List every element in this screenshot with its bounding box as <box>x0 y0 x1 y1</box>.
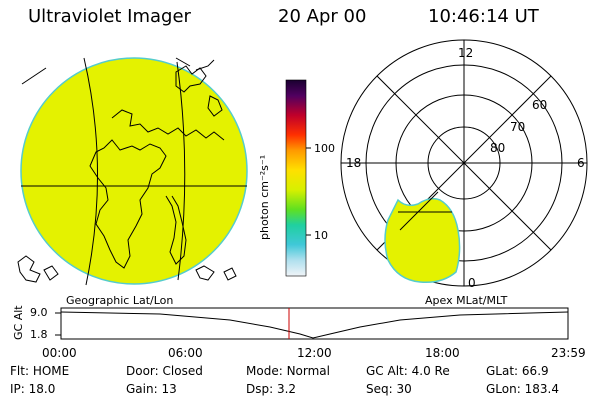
info-seq: Seq: 30 <box>366 382 412 396</box>
time-tick-1800: 18:00 <box>425 346 460 360</box>
mlt-label-12: 12 <box>458 46 474 60</box>
mlt-label-18: 18 <box>346 156 362 170</box>
time-tick-2359: 23:59 <box>551 346 586 360</box>
colorbar <box>285 79 311 277</box>
geographic-panel-label: Geographic Lat/Lon <box>66 294 174 307</box>
polar-panel-label: Apex MLat/MLT <box>425 294 508 307</box>
info-glat: GLat: 66.9 <box>486 364 549 378</box>
altitude-ytick-9: 9.0 <box>30 306 48 319</box>
mlt-label-6: 6 <box>577 156 585 170</box>
time-tick-1200: 12:00 <box>297 346 332 360</box>
info-flt: Flt: HOME <box>10 364 70 378</box>
altitude-ylabel: GC Alt <box>12 305 25 340</box>
mlat-label-70: 70 <box>510 120 526 134</box>
colorbar-unit-label: photon cm⁻²s⁻¹ <box>258 154 271 240</box>
altitude-ytick-1-8: 1.8 <box>30 328 48 341</box>
info-ip: IP: 18.0 <box>10 382 56 396</box>
altitude-plot <box>55 307 569 340</box>
instrument-title: Ultraviolet Imager <box>28 6 191 27</box>
time-tick-0000: 00:00 <box>42 346 77 360</box>
mlat-label-80: 80 <box>490 141 506 155</box>
info-dsp: Dsp: 3.2 <box>246 382 297 396</box>
time-label: 10:46:14 UT <box>428 6 539 27</box>
time-tick-0600: 06:00 <box>168 346 203 360</box>
date-label: 20 Apr 00 <box>278 6 367 27</box>
info-gc-alt: GC Alt: 4.0 Re <box>366 364 450 378</box>
geographic-image <box>17 57 248 286</box>
info-glon: GLon: 183.4 <box>486 382 559 396</box>
polar-plot <box>340 39 588 287</box>
info-mode: Mode: Normal <box>246 364 330 378</box>
earth-disk <box>20 57 248 285</box>
altitude-curve <box>60 311 569 339</box>
mlat-label-60: 60 <box>532 98 548 112</box>
info-gain: Gain: 13 <box>126 382 177 396</box>
info-door: Door: Closed <box>126 364 203 378</box>
colorbar-tick-10: 10 <box>314 229 328 242</box>
mlt-label-0: 0 <box>468 276 476 290</box>
colorbar-tick-100: 100 <box>314 142 335 155</box>
auroral-oval-region <box>384 197 461 284</box>
